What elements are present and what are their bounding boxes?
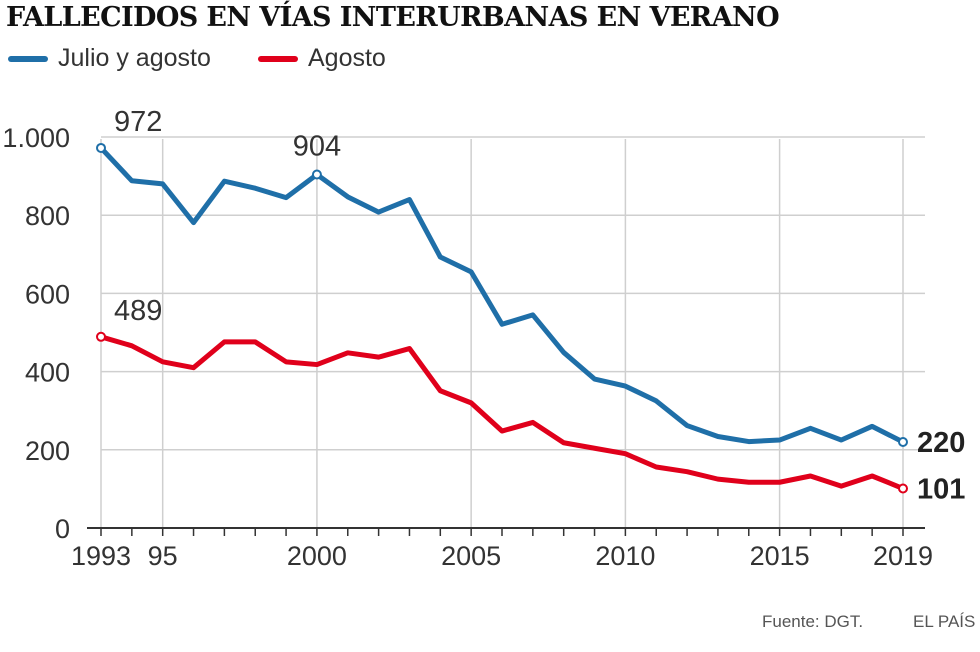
- publisher-credit: EL PAÍS: [913, 612, 976, 631]
- x-tick-label: 1993: [71, 541, 131, 571]
- y-tick-label: 600: [25, 279, 70, 309]
- x-tick-label: 2000: [287, 541, 347, 571]
- data-label: 904: [293, 131, 341, 163]
- legend-swatch-red: [258, 55, 298, 62]
- legend-swatch-blue: [8, 55, 48, 62]
- x-tick-label: 95: [148, 541, 178, 571]
- source-note: Fuente: DGT.: [762, 612, 864, 631]
- x-tick-label: 2019: [873, 541, 933, 571]
- legend-label: Agosto: [308, 44, 386, 72]
- y-tick-label: 800: [25, 201, 70, 231]
- chart-title: FALLECIDOS EN VÍAS INTERURBANAS EN VERAN…: [6, 2, 780, 33]
- series-line-agosto: [98, 334, 906, 492]
- legend-label: Julio y agosto: [58, 44, 211, 72]
- x-tick-label: 2015: [750, 541, 810, 571]
- y-tick-label: 0: [55, 514, 70, 544]
- legend-item-agosto: Agosto: [258, 44, 386, 73]
- x-tick-label: 2005: [441, 541, 501, 571]
- data-point-marker: [96, 142, 106, 153]
- data-point-marker: [898, 483, 908, 494]
- series-line-julio-agosto: [98, 145, 906, 445]
- data-point-marker: [898, 436, 908, 447]
- data-point-marker: [311, 169, 322, 180]
- y-tick-label: 400: [25, 358, 70, 388]
- data-label-end: 101: [917, 474, 965, 506]
- legend-item-julio-agosto: Julio y agosto: [8, 44, 211, 73]
- y-tick-label: 1.000: [2, 123, 70, 153]
- y-tick-label: 200: [25, 436, 70, 466]
- x-tick-label: 2010: [595, 541, 655, 571]
- data-label-end: 220: [917, 427, 965, 459]
- data-label: 489: [114, 295, 162, 327]
- data-point-marker: [96, 331, 106, 342]
- data-label: 972: [114, 106, 162, 138]
